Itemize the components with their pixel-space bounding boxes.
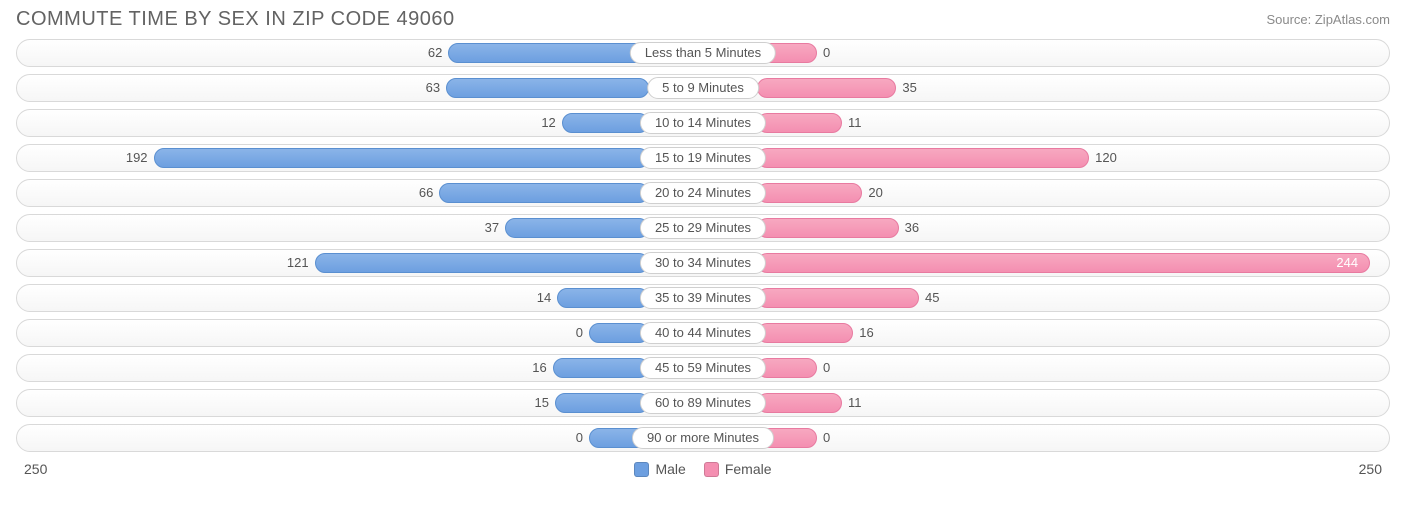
chart-header: COMMUTE TIME BY SEX IN ZIP CODE 49060 So… [0, 0, 1406, 35]
male-value: 62 [428, 44, 442, 62]
female-bar [757, 113, 842, 133]
chart-row: 0 16 40 to 44 Minutes [16, 319, 1390, 347]
female-bar [757, 393, 842, 413]
chart-title: COMMUTE TIME BY SEX IN ZIP CODE 49060 [16, 8, 455, 31]
chart-row: 192 120 15 to 19 Minutes [16, 144, 1390, 172]
male-bar [553, 358, 649, 378]
male-value: 66 [419, 184, 433, 202]
axis-left-max: 250 [24, 461, 47, 477]
male-bar [439, 183, 649, 203]
female-bar [757, 323, 853, 343]
category-label: 20 to 24 Minutes [640, 182, 766, 204]
male-value: 15 [535, 394, 549, 412]
female-value: 35 [902, 79, 916, 97]
male-value: 192 [126, 149, 148, 167]
male-bar [505, 218, 649, 238]
female-bar [757, 358, 817, 378]
male-value: 12 [541, 114, 555, 132]
legend-item-male: Male [634, 461, 685, 477]
category-label: 15 to 19 Minutes [640, 147, 766, 169]
chart-area: 62 0 Less than 5 Minutes 63 35 5 to 9 Minutes… [0, 35, 1406, 452]
male-bar [446, 78, 649, 98]
male-value: 0 [576, 324, 583, 342]
legend-female-label: Female [725, 461, 772, 477]
female-value: 0 [823, 359, 830, 377]
male-swatch-icon [634, 462, 649, 477]
female-value: 11 [848, 114, 862, 132]
male-bar [315, 253, 649, 273]
category-label: 5 to 9 Minutes [647, 77, 759, 99]
male-bar [448, 43, 649, 63]
category-label: 10 to 14 Minutes [640, 112, 766, 134]
category-label: 45 to 59 Minutes [640, 357, 766, 379]
male-value: 63 [426, 79, 440, 97]
category-label: 35 to 39 Minutes [640, 287, 766, 309]
female-bar [757, 78, 896, 98]
chart-row: 16 0 45 to 59 Minutes [16, 354, 1390, 382]
category-label: 60 to 89 Minutes [640, 392, 766, 414]
female-swatch-icon [704, 462, 719, 477]
male-bar [562, 113, 649, 133]
legend-item-female: Female [704, 461, 772, 477]
axis-right-max: 250 [1359, 461, 1382, 477]
female-bar [757, 288, 919, 308]
category-label: 40 to 44 Minutes [640, 322, 766, 344]
male-value: 121 [287, 254, 309, 272]
chart-footer: 250 Male Female 250 [0, 459, 1406, 477]
female-value: 244 [1336, 254, 1358, 272]
female-value: 0 [823, 429, 830, 447]
category-label: 30 to 34 Minutes [640, 252, 766, 274]
legend: Male Female [634, 461, 771, 477]
male-bar [154, 148, 649, 168]
female-value: 20 [868, 184, 882, 202]
female-bar [757, 218, 899, 238]
male-value: 14 [537, 289, 551, 307]
category-label: 90 or more Minutes [632, 427, 774, 449]
category-label: 25 to 29 Minutes [640, 217, 766, 239]
chart-row: 37 36 25 to 29 Minutes [16, 214, 1390, 242]
chart-row: 66 20 20 to 24 Minutes [16, 179, 1390, 207]
legend-male-label: Male [655, 461, 685, 477]
category-label: Less than 5 Minutes [630, 42, 776, 64]
female-bar [757, 253, 1370, 273]
male-value: 16 [532, 359, 546, 377]
female-value: 11 [848, 394, 862, 412]
female-value: 16 [859, 324, 873, 342]
male-bar [555, 393, 649, 413]
chart-row: 0 0 90 or more Minutes [16, 424, 1390, 452]
chart-row: 121 244 30 to 34 Minutes [16, 249, 1390, 277]
female-value: 120 [1095, 149, 1117, 167]
chart-row: 12 11 10 to 14 Minutes [16, 109, 1390, 137]
female-bar [757, 183, 862, 203]
chart-source: Source: ZipAtlas.com [1266, 12, 1390, 27]
female-value: 45 [925, 289, 939, 307]
female-value: 36 [905, 219, 919, 237]
male-value: 37 [485, 219, 499, 237]
male-value: 0 [576, 429, 583, 447]
chart-row: 15 11 60 to 89 Minutes [16, 389, 1390, 417]
male-bar [557, 288, 649, 308]
chart-row: 63 35 5 to 9 Minutes [16, 74, 1390, 102]
female-bar [757, 148, 1089, 168]
female-value: 0 [823, 44, 830, 62]
chart-row: 62 0 Less than 5 Minutes [16, 39, 1390, 67]
chart-row: 14 45 35 to 39 Minutes [16, 284, 1390, 312]
